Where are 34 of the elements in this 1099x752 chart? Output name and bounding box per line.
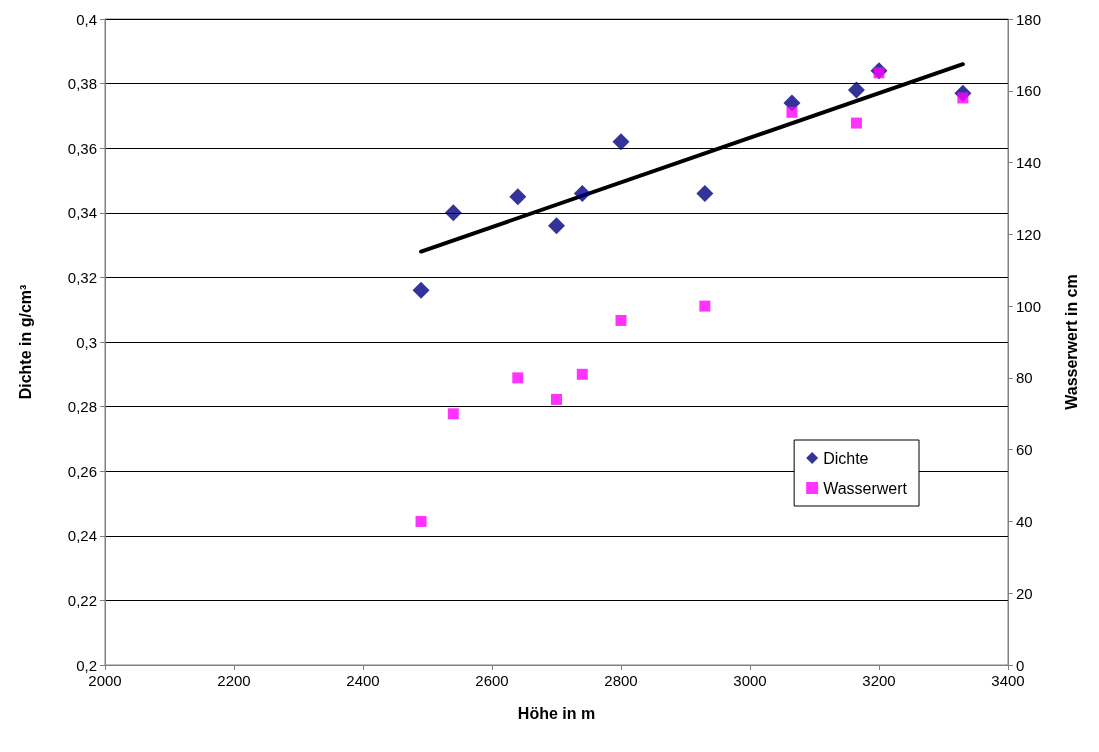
y2-tick-label: 80	[1016, 369, 1033, 387]
y-tick-label: 0,28	[67, 398, 97, 416]
x-tick-label: 2400	[346, 672, 380, 689]
y2-tick-label: 100	[1016, 297, 1042, 315]
y-tick-label: 0,32	[67, 268, 97, 286]
y2-tick-label: 120	[1016, 225, 1042, 243]
x-axis-title: Höhe in m	[517, 704, 596, 722]
x-tick-label: 3000	[733, 672, 767, 689]
y-axis-title: Dichte in g/cm³	[16, 284, 34, 400]
legend-label: Wasserwert	[823, 479, 908, 497]
legend-label: Dichte	[823, 449, 869, 467]
y-tick-label: 0,38	[67, 75, 97, 93]
y2-tick-label: 40	[1016, 512, 1033, 530]
y-tick-label: 0,34	[67, 204, 97, 222]
y-tick-label: 0,36	[67, 139, 97, 157]
y-tick-label: 0,4	[76, 10, 97, 28]
y2-tick-label: 140	[1016, 154, 1042, 172]
x-tick-label: 2800	[604, 672, 638, 689]
y2-tick-label: 20	[1016, 584, 1033, 602]
y2-tick-label: 60	[1016, 441, 1033, 459]
x-tick-label: 2000	[88, 672, 122, 689]
x-tick-label: 2600	[475, 672, 509, 689]
y-tick-label: 0,22	[67, 591, 97, 609]
y2-tick-label: 160	[1016, 82, 1042, 100]
y-tick-label: 0,24	[67, 527, 97, 545]
x-tick-label: 3400	[991, 672, 1025, 689]
y-tick-label: 0,26	[67, 462, 97, 480]
y-tick-label: 0,3	[76, 333, 97, 351]
x-tick-label: 2200	[217, 672, 251, 689]
y2-tick-label: 0	[1016, 656, 1025, 674]
y-tick-label: 0,2	[76, 656, 97, 674]
x-tick-label: 3200	[862, 672, 896, 689]
y2-axis-title: Wasserwert in cm	[1062, 274, 1080, 410]
y2-tick-label: 180	[1016, 10, 1042, 28]
